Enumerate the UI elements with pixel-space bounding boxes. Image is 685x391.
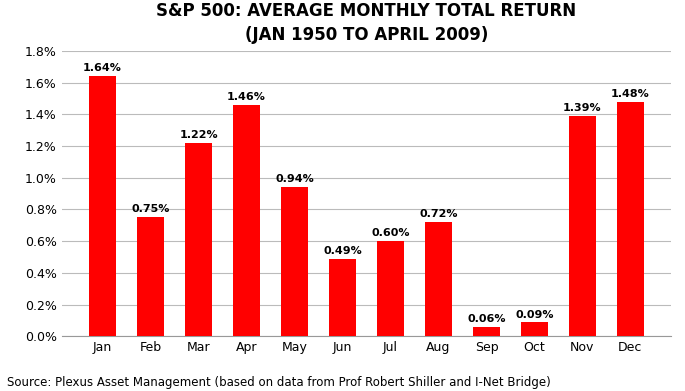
Bar: [138, 217, 164, 336]
Text: 1.48%: 1.48%: [611, 89, 650, 99]
Text: 1.22%: 1.22%: [179, 130, 218, 140]
Text: 0.09%: 0.09%: [515, 310, 553, 319]
Text: Source: Plexus Asset Management (based on data from Prof Robert Shiller and I-Ne: Source: Plexus Asset Management (based o…: [7, 376, 551, 389]
Bar: [617, 102, 644, 336]
Text: 0.49%: 0.49%: [323, 246, 362, 256]
Bar: [425, 222, 451, 336]
Bar: [186, 143, 212, 336]
Bar: [569, 116, 595, 336]
Bar: [473, 327, 499, 336]
Bar: [521, 322, 547, 336]
Text: 1.39%: 1.39%: [563, 103, 601, 113]
Bar: [89, 76, 116, 336]
Bar: [377, 241, 403, 336]
Text: 0.72%: 0.72%: [419, 209, 458, 219]
Bar: [329, 258, 356, 336]
Text: 0.75%: 0.75%: [132, 204, 170, 215]
Text: 0.60%: 0.60%: [371, 228, 410, 238]
Title: S&P 500: AVERAGE MONTHLY TOTAL RETURN
(JAN 1950 TO APRIL 2009): S&P 500: AVERAGE MONTHLY TOTAL RETURN (J…: [156, 2, 577, 44]
Text: 0.94%: 0.94%: [275, 174, 314, 184]
Bar: [282, 187, 308, 336]
Text: 1.46%: 1.46%: [227, 92, 266, 102]
Text: 0.06%: 0.06%: [467, 314, 506, 325]
Text: 1.64%: 1.64%: [83, 63, 122, 74]
Bar: [234, 105, 260, 336]
